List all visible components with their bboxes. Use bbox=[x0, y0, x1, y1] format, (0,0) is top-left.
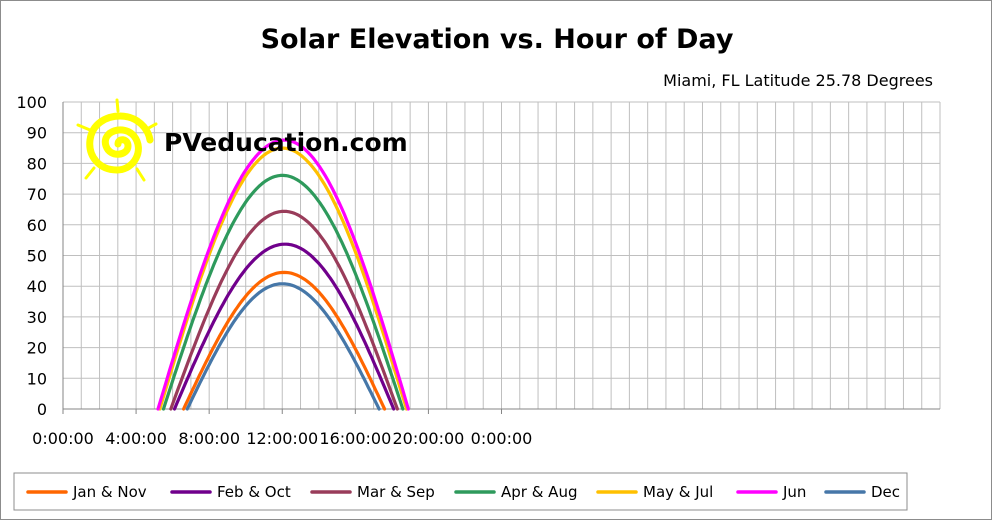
legend-label: Jan & Nov bbox=[72, 483, 147, 501]
grid bbox=[63, 101, 941, 409]
y-tick-label: 60 bbox=[27, 216, 47, 235]
legend-label: Mar & Sep bbox=[357, 483, 435, 501]
y-tick-label: 50 bbox=[27, 247, 47, 266]
logo: PVeducation.com bbox=[76, 98, 408, 182]
y-tick-label: 40 bbox=[27, 277, 47, 296]
legend-label: May & Jul bbox=[643, 483, 713, 501]
series-line-3 bbox=[161, 173, 405, 411]
series-line-1 bbox=[172, 242, 396, 411]
x-tick-label: 20:00:00 bbox=[392, 429, 464, 448]
y-tick-label: 10 bbox=[27, 369, 47, 388]
logo-text: PVeducation.com bbox=[164, 128, 408, 157]
legend-label: Feb & Oct bbox=[217, 483, 291, 501]
series-lines bbox=[156, 138, 410, 411]
x-tick-label: 12:00:00 bbox=[246, 429, 318, 448]
x-tick-label: 0:00:00 bbox=[32, 429, 94, 448]
legend-label: Dec bbox=[871, 483, 900, 501]
series-line-2 bbox=[169, 209, 399, 411]
x-tick-label: 4:00:00 bbox=[105, 429, 167, 448]
y-tick-label: 80 bbox=[27, 154, 47, 173]
y-tick-label: 90 bbox=[27, 124, 47, 143]
legend-label: Apr & Aug bbox=[501, 483, 577, 501]
series-line-0 bbox=[182, 270, 387, 411]
x-tick-label: 0:00:00 bbox=[471, 429, 533, 448]
series-line-4 bbox=[158, 146, 409, 411]
legend: Jan & Nov Feb & Oct Mar & Sep Apr & Aug May … bbox=[13, 472, 908, 511]
x-tick-label: 16:00:00 bbox=[319, 429, 391, 448]
y-tick-label: 30 bbox=[27, 308, 47, 327]
axes bbox=[62, 102, 940, 414]
chart-title: Solar Elevation vs. Hour of Day bbox=[261, 24, 734, 55]
sun-icon bbox=[76, 98, 158, 182]
chart-subtitle: Miami, FL Latitude 25.78 Degrees bbox=[663, 71, 933, 90]
series-line-5 bbox=[156, 138, 410, 411]
x-tick-label: 8:00:00 bbox=[178, 429, 240, 448]
y-tick-label: 0 bbox=[37, 400, 47, 419]
tick-labels: 0 10 20 30 40 50 60 70 80 90 100 0:00:00 4:00:00 8:00… bbox=[16, 93, 532, 448]
y-tick-label: 100 bbox=[16, 93, 47, 112]
series-line-6 bbox=[185, 282, 381, 411]
y-tick-label: 70 bbox=[27, 185, 47, 204]
y-tick-label: 20 bbox=[27, 339, 47, 358]
legend-label: Jun bbox=[782, 483, 806, 501]
